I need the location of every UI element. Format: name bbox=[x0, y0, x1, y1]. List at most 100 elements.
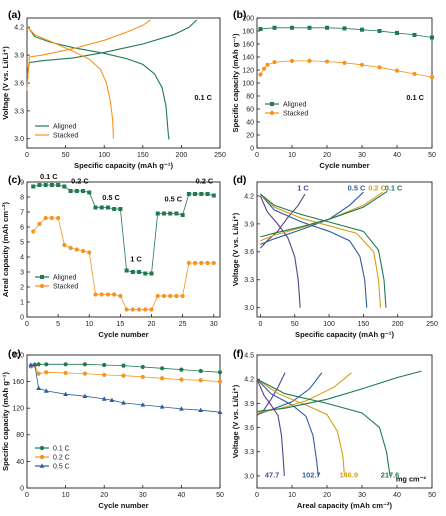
y-tick-label: 40 bbox=[16, 459, 24, 466]
data-point bbox=[37, 183, 42, 187]
x-tick-label: 20 bbox=[323, 492, 331, 499]
data-point bbox=[121, 400, 126, 405]
data-point bbox=[198, 378, 203, 383]
data-point bbox=[307, 58, 312, 64]
y-tick-label: 60 bbox=[246, 106, 254, 113]
data-point bbox=[82, 362, 87, 367]
data-point bbox=[62, 242, 67, 248]
data-point bbox=[430, 35, 434, 40]
data-point bbox=[198, 368, 203, 374]
data-point bbox=[74, 247, 79, 252]
data-point bbox=[93, 205, 98, 210]
x-tick-label: 15 bbox=[116, 321, 124, 328]
data-point bbox=[32, 361, 38, 367]
x-tick-label: 250 bbox=[426, 321, 438, 328]
data-point bbox=[31, 184, 36, 189]
y-axis-label: Voltage (V vs. Li/Li⁺) bbox=[231, 384, 240, 458]
data-point bbox=[136, 307, 142, 312]
data-point bbox=[121, 373, 126, 378]
data-point bbox=[68, 189, 73, 193]
data-point bbox=[217, 379, 223, 384]
y-tick-label: 3.6 bbox=[244, 249, 254, 256]
y-tick-label: 8 bbox=[20, 194, 24, 201]
data-point bbox=[31, 229, 36, 234]
data-point bbox=[179, 406, 184, 411]
data-point bbox=[124, 268, 129, 273]
series-label: 0.1 C bbox=[385, 183, 403, 192]
plot-frame bbox=[26, 354, 221, 489]
y-tick-label: 3.3 bbox=[14, 108, 24, 115]
y-tick-label: 3.6 bbox=[244, 425, 254, 432]
series-line-f-4 bbox=[256, 378, 346, 476]
data-point bbox=[56, 215, 61, 221]
y-tick-label: 4.2 bbox=[14, 25, 24, 32]
data-point bbox=[179, 367, 184, 372]
series-line-d-2 bbox=[259, 193, 368, 308]
x-tick-label: 0 bbox=[258, 321, 262, 328]
x-tick-label: 0 bbox=[255, 152, 259, 159]
data-point bbox=[36, 362, 41, 367]
data-point bbox=[342, 26, 347, 31]
x-tick-label: 30 bbox=[210, 321, 218, 328]
y-tick-label: 80 bbox=[16, 432, 24, 439]
data-point bbox=[265, 62, 270, 67]
data-point bbox=[394, 68, 400, 73]
x-tick-label: 0 bbox=[25, 152, 29, 159]
rate-label: 0.5 C bbox=[102, 193, 120, 202]
series-label: 0.2 C bbox=[368, 183, 386, 192]
data-point bbox=[130, 270, 135, 274]
legend-label: 0.1 C bbox=[53, 446, 70, 453]
series-line-f-7 bbox=[256, 370, 422, 412]
x-axis-label: Specific capacity (mAh g⁻¹) bbox=[74, 161, 173, 170]
data-point bbox=[429, 75, 435, 80]
data-point bbox=[199, 192, 204, 196]
legend-marker bbox=[39, 454, 45, 460]
x-tick-label: 100 bbox=[323, 321, 335, 328]
data-point bbox=[160, 376, 165, 381]
x-tick-label: 20 bbox=[148, 321, 156, 328]
legend-marker bbox=[269, 110, 275, 116]
rate-label: 0.1 C bbox=[40, 172, 58, 181]
legend-marker bbox=[270, 102, 274, 106]
data-point bbox=[81, 189, 86, 193]
data-point bbox=[101, 396, 107, 401]
data-point bbox=[63, 362, 68, 367]
y-tick-label: 9 bbox=[20, 179, 24, 186]
data-point bbox=[74, 189, 79, 193]
data-point bbox=[272, 60, 277, 65]
data-point bbox=[377, 29, 382, 33]
x-tick-label: 30 bbox=[139, 492, 147, 499]
y-tick-label: 3.9 bbox=[244, 401, 254, 408]
data-point bbox=[37, 221, 42, 227]
series-label: 47.7 bbox=[265, 471, 279, 480]
data-point bbox=[192, 260, 198, 266]
data-point bbox=[93, 292, 98, 297]
y-tick-label: 2 bbox=[20, 284, 24, 291]
data-point bbox=[307, 25, 312, 30]
data-point bbox=[342, 60, 347, 65]
data-point bbox=[198, 407, 204, 412]
panel-b: (b) 0 10 20 30 40 50 0 20 40 60 80 100 120 140 160 180 20… bbox=[231, 9, 436, 170]
x-tick-label: 10 bbox=[85, 321, 93, 328]
x-tick-label: 200 bbox=[176, 152, 188, 159]
data-point bbox=[168, 293, 173, 299]
data-point bbox=[174, 211, 179, 216]
plot-frame bbox=[256, 354, 433, 489]
y-axis-label: Voltage (V vs. Li/Li⁺) bbox=[231, 212, 240, 286]
data-point bbox=[109, 397, 115, 403]
y-tick-label: 6 bbox=[20, 224, 24, 231]
series-line-f-0 bbox=[256, 378, 285, 476]
data-point bbox=[325, 25, 329, 30]
y-tick-label: 3.6 bbox=[14, 80, 24, 87]
y-tick-label: 140 bbox=[242, 54, 254, 61]
series-label: 217.6 bbox=[381, 471, 400, 480]
y-tick-label: 4.2 bbox=[244, 377, 254, 384]
x-tick-label: 0 bbox=[255, 492, 259, 499]
y-tick-label: 120 bbox=[12, 406, 24, 413]
x-tick-label: 30 bbox=[358, 492, 366, 499]
y-tick-label: 3.9 bbox=[244, 221, 254, 228]
data-point bbox=[105, 292, 111, 297]
plot-frame bbox=[256, 181, 433, 318]
data-point bbox=[44, 370, 49, 375]
